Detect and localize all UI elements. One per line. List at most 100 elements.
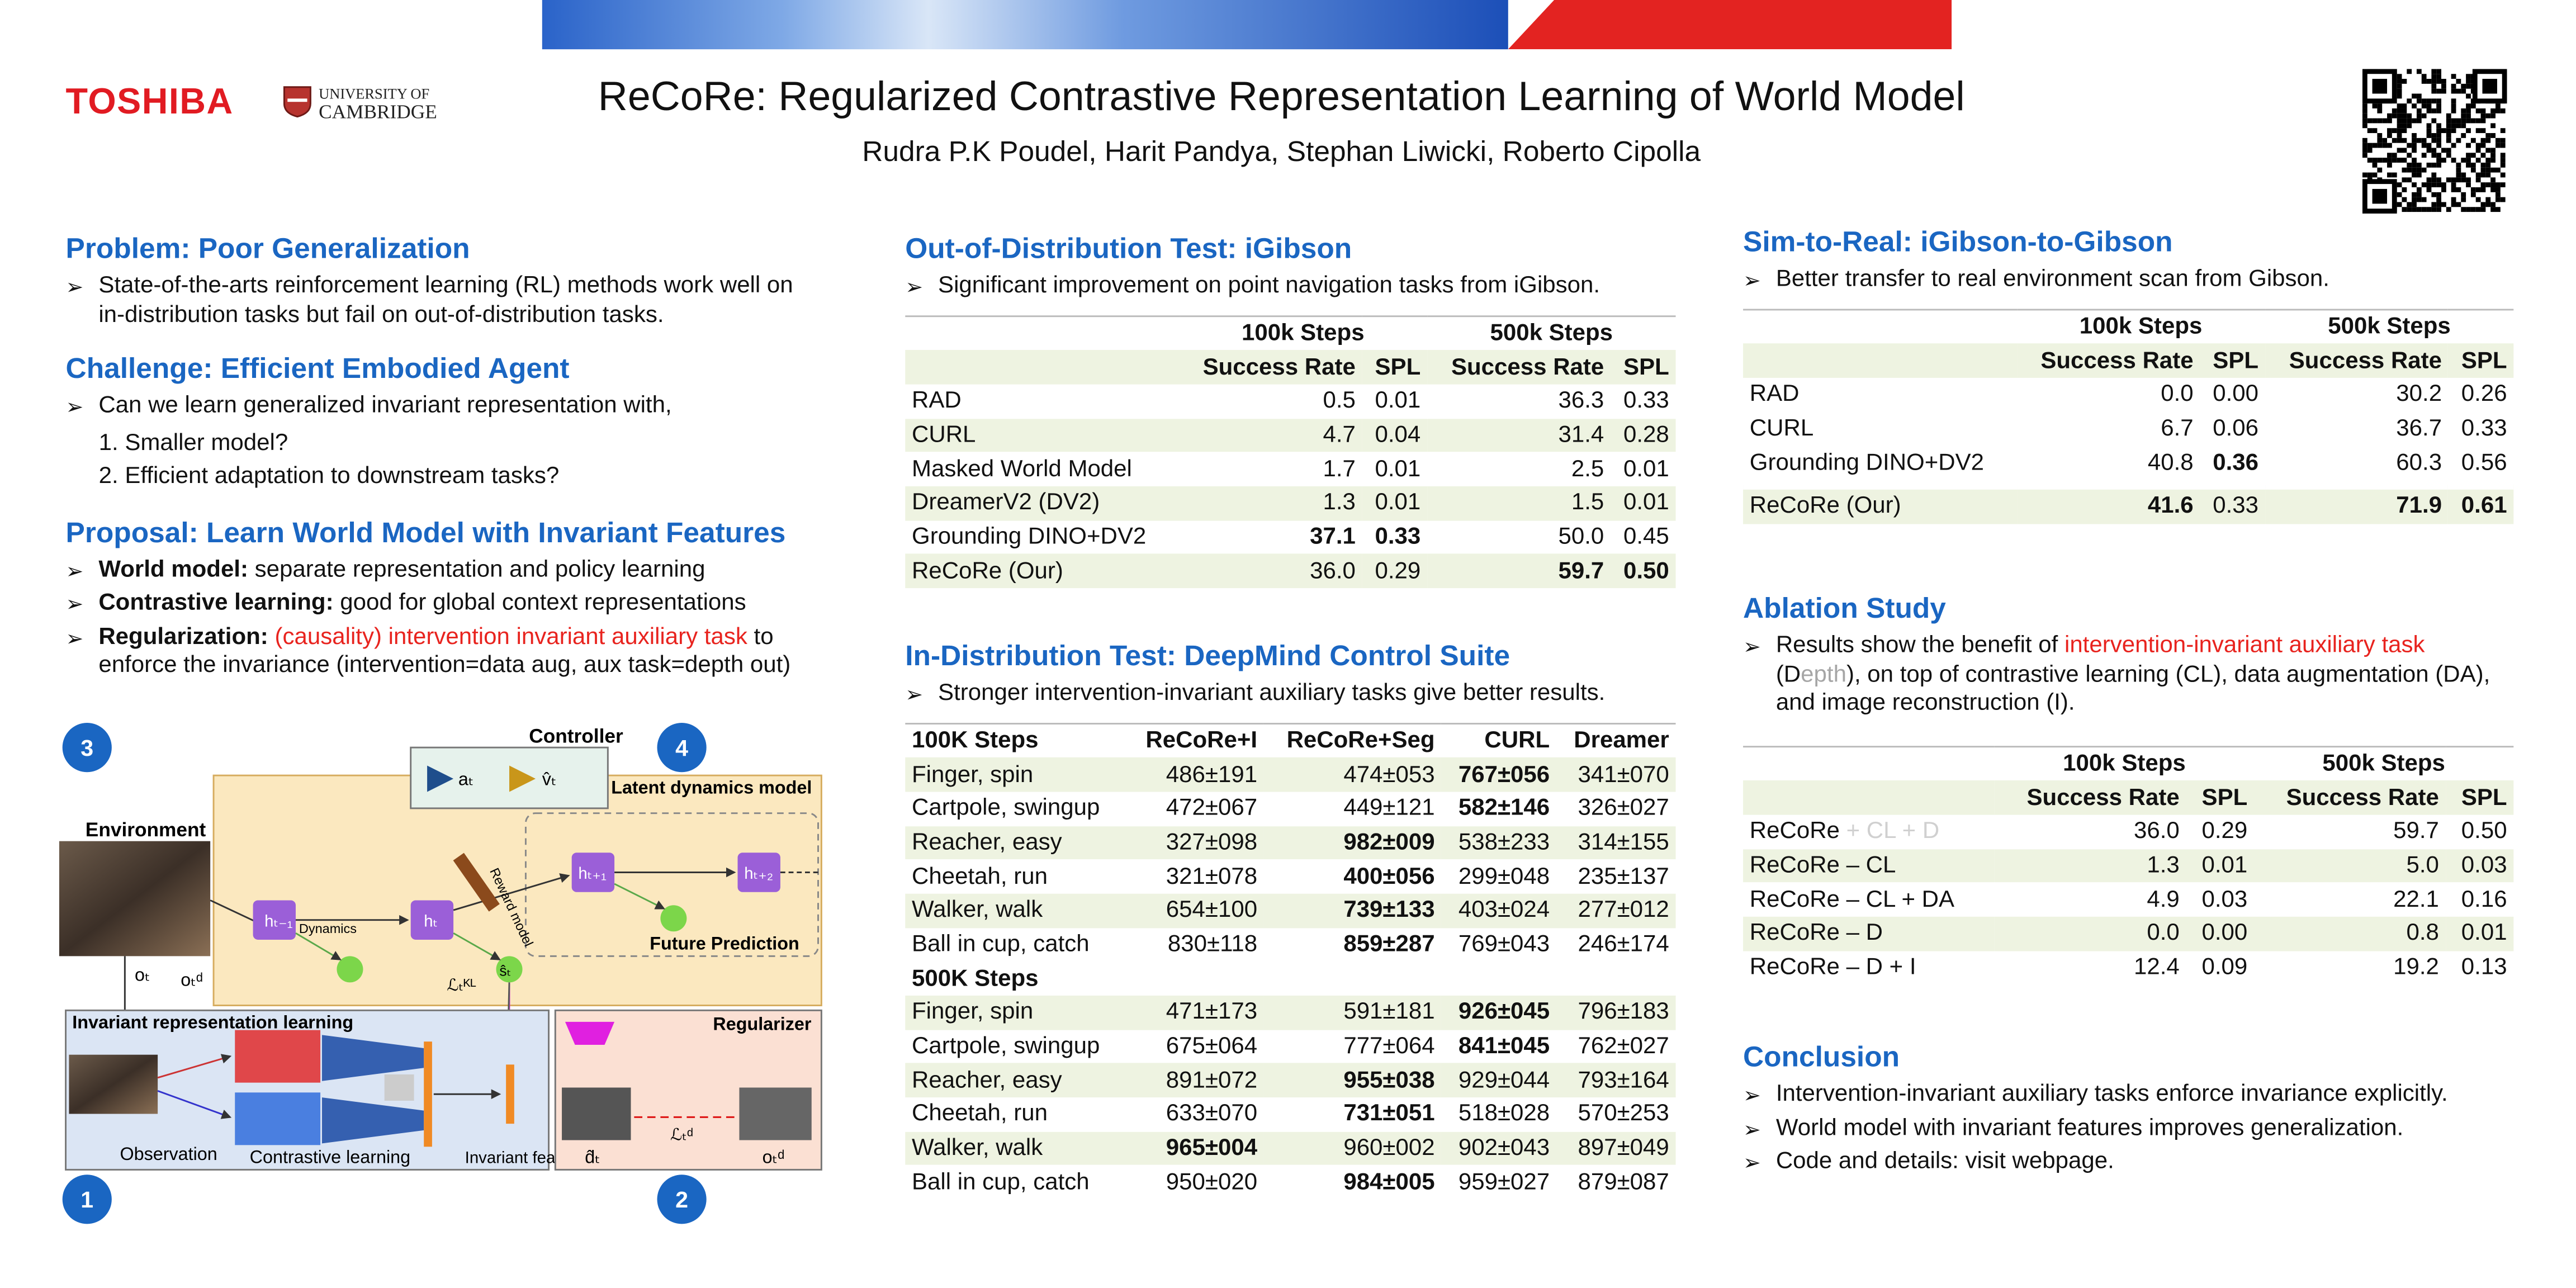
table-cell: Reacher, easy: [905, 825, 1127, 860]
qr-module: [2412, 197, 2417, 202]
qr-module: [2446, 148, 2451, 153]
qr-module: [2397, 192, 2402, 197]
column-header: SPL: [2200, 343, 2265, 378]
table-row: CURL 6.7 0.06 36.7 0.33: [1743, 411, 2513, 446]
controller-icon: [509, 765, 536, 792]
qr-module: [2407, 123, 2412, 129]
qr-module: [2387, 162, 2392, 168]
qr-module: [2392, 172, 2397, 178]
qr-module: [2451, 177, 2456, 183]
bullet-list: Intervention-invariant auxiliary tasks e…: [1743, 1081, 2513, 1177]
qr-module: [2470, 167, 2476, 173]
column-header: Success Rate: [2254, 780, 2446, 815]
qr-module: [2402, 118, 2407, 124]
qr-module: [2451, 98, 2456, 104]
diagram-label: Latent dynamics model: [611, 777, 812, 797]
qr-module: [2451, 182, 2456, 188]
qr-module: [2475, 207, 2481, 212]
qr-module: [2407, 167, 2412, 173]
qr-module: [2431, 138, 2437, 143]
table-cell: 830±118: [1167, 931, 1258, 958]
qr-module: [2436, 162, 2442, 168]
table-row: Ball in cup, catch 950±020 984±005 959±027 8…: [905, 1166, 1675, 1200]
column-header: Success Rate: [1427, 350, 1611, 385]
qr-module: [2416, 167, 2422, 173]
node: [496, 956, 523, 983]
qr-module: [2431, 98, 2437, 104]
text-run: Contrastive learning:: [98, 590, 334, 617]
conclusion-section: Conclusion Intervention-invariant auxili…: [1743, 1040, 2513, 1182]
qr-module: [2416, 138, 2422, 143]
qr-module: [2436, 74, 2442, 79]
table-cell: Grounding DINO+DV2: [912, 524, 1147, 551]
qr-module: [2426, 108, 2432, 113]
qr-module: [2490, 202, 2496, 207]
qr-module: [2412, 192, 2417, 197]
table-row: Grounding DINO+DV2 40.8 0.36 60.3 0.56: [1743, 446, 2513, 485]
section-title: Ablation Study: [1743, 591, 1946, 624]
qr-module: [2436, 103, 2442, 108]
qr-module: [2416, 108, 2422, 113]
qr-module: [2470, 103, 2476, 108]
qr-module: [2431, 79, 2437, 84]
table-cell: 12.4: [2134, 954, 2180, 981]
table-cell: [905, 315, 1178, 350]
qr-module: [2416, 113, 2422, 119]
table-row: 100K Steps ReCoRe+I ReCoRe+Seg CURL Dreamer: [905, 723, 1675, 757]
table-cell: 0.50: [2461, 818, 2507, 845]
qr-module: [2436, 153, 2442, 158]
qr-module: [2496, 138, 2501, 143]
qr-module: [2431, 177, 2437, 183]
qr-module: [2451, 158, 2456, 163]
qr-module: [2426, 79, 2432, 84]
qr-module: [2421, 98, 2427, 104]
table-cell: 518±028: [1458, 1101, 1550, 1128]
qr-module: [2456, 118, 2461, 124]
table-cell: Cartpole, swingup: [912, 795, 1100, 822]
table-cell: 762±027: [1578, 1033, 1669, 1060]
qr-module: [2402, 148, 2407, 153]
table-cell: 326±027: [1578, 795, 1669, 822]
qr-module: [2426, 207, 2432, 212]
qr-module: [2407, 69, 2412, 74]
qr-module: [2397, 83, 2402, 89]
table-cell: 793±164: [1556, 1063, 1676, 1098]
qr-module: [2377, 118, 2383, 124]
qr-module: [2441, 148, 2446, 153]
qr-module: [2475, 172, 2481, 178]
qr-module: [2367, 118, 2373, 124]
table-cell: 37.1: [1310, 524, 1356, 551]
table-cell: 0.16: [2461, 886, 2507, 913]
table-cell: 0.50: [1611, 554, 1676, 589]
qr-module: [2466, 74, 2471, 79]
qr-module: [2466, 83, 2471, 89]
qr-module: [2397, 202, 2402, 207]
qr-module: [2426, 133, 2432, 138]
text-run: Regularization:: [98, 623, 268, 650]
qr-module: [2426, 177, 2432, 183]
qr-module: [2436, 79, 2442, 84]
bullet-list: Significant improvement on point navigat…: [905, 273, 1675, 301]
group-header: 100k Steps: [2063, 750, 2186, 777]
qr-module: [2402, 123, 2407, 129]
qr-module: [2377, 133, 2383, 138]
qr-module: [2392, 128, 2397, 134]
table-cell: 36.0: [1178, 554, 1362, 589]
bullet: Contrastive learning: good for global co…: [66, 590, 825, 618]
diagram-symbol: d̂ₜ: [585, 1147, 600, 1167]
qr-module: [2421, 207, 2427, 212]
qr-module: [2475, 148, 2481, 153]
qr-module: [2480, 187, 2486, 192]
arrow: [453, 873, 570, 911]
qr-module: [2475, 143, 2481, 148]
table-cell: 0.06: [2213, 415, 2259, 442]
qr-module: [2402, 138, 2407, 143]
qr-module: [2421, 79, 2427, 84]
table-cell: 71.9: [2265, 480, 2449, 524]
column-header: Success Rate: [1178, 350, 1362, 385]
qr-module: [2416, 93, 2422, 99]
qr-module: [2451, 143, 2456, 148]
table-cell: RAD: [1749, 381, 1800, 408]
badge: [62, 1175, 112, 1224]
